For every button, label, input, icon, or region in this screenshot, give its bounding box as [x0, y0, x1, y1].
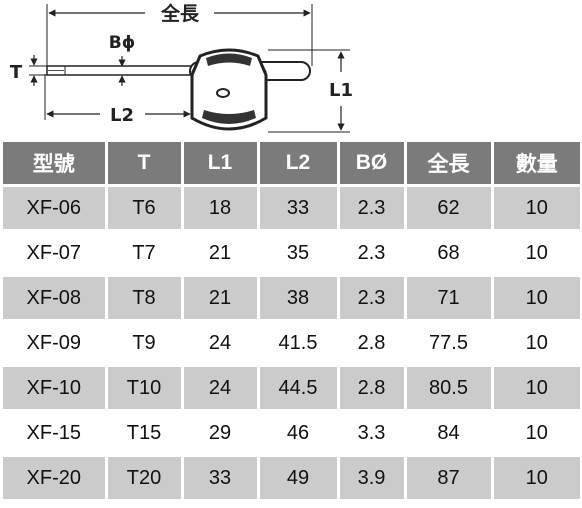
- table-header-row: 型號 T L1 L2 BØ 全長 數量: [3, 142, 580, 187]
- cell-l1: 18: [182, 185, 260, 232]
- table-row: XF-15 T15 29 46 3.3 84 10: [3, 410, 580, 457]
- cell-l1: 21: [182, 230, 260, 277]
- cell-quantity: 10: [492, 185, 580, 232]
- tip-label: T: [10, 62, 23, 83]
- cell-tip: T9: [106, 320, 184, 367]
- table-row: XF-08 T8 21 38 2.3 71 10: [3, 275, 580, 322]
- cell-quantity: 10: [492, 365, 580, 412]
- cell-tip: T6: [106, 185, 184, 232]
- cell-diameter: 2.3: [338, 185, 407, 232]
- screwdriver-handle: [189, 48, 311, 131]
- overall-length-label: 全長: [160, 2, 200, 25]
- cell-quantity: 10: [492, 230, 580, 277]
- table-row: XF-06 T6 18 33 2.3 62 10: [3, 185, 580, 232]
- cell-diameter: 2.8: [338, 365, 407, 412]
- cell-overall-length: 80.5: [405, 365, 494, 412]
- cell-tip: T15: [106, 410, 184, 457]
- cell-overall-length: 87: [405, 455, 494, 502]
- screwdriver-dimension-diagram: 全長 Bϕ T L2 L1: [10, 2, 353, 133]
- cell-diameter: 2.3: [338, 275, 407, 322]
- cell-model: XF-15: [3, 410, 108, 457]
- cell-l1: 33: [182, 455, 260, 502]
- cell-tip: T7: [106, 230, 184, 277]
- cell-model: XF-10: [3, 365, 108, 412]
- cell-quantity: 10: [492, 320, 580, 367]
- cell-quantity: 10: [492, 410, 580, 457]
- col-overall-length-header: 全長: [405, 142, 494, 187]
- cell-diameter: 3.3: [338, 410, 407, 457]
- table-row: XF-10 T10 24 44.5 2.8 80.5 10: [3, 365, 580, 412]
- col-tip-header: T: [106, 142, 184, 187]
- cell-l2: 35: [258, 230, 340, 277]
- screwdriver-shaft: [46, 65, 193, 76]
- cell-overall-length: 68: [405, 230, 494, 277]
- table-row: XF-09 T9 24 41.5 2.8 77.5 10: [3, 320, 580, 367]
- cell-model: XF-20: [3, 455, 108, 502]
- cell-overall-length: 62: [405, 185, 494, 232]
- cell-overall-length: 77.5: [405, 320, 494, 367]
- cell-model: XF-06: [3, 185, 108, 232]
- cell-diameter: 2.3: [338, 230, 407, 277]
- cell-l1: 21: [182, 275, 260, 322]
- col-quantity-header: 數量: [492, 142, 580, 187]
- cell-l1: 24: [182, 365, 260, 412]
- cell-l2: 38: [258, 275, 340, 322]
- cell-tip: T20: [106, 455, 184, 502]
- cell-diameter: 2.8: [338, 320, 407, 367]
- cell-l2: 46: [258, 410, 340, 457]
- cell-diameter: 3.9: [338, 455, 407, 502]
- cell-quantity: 10: [492, 275, 580, 322]
- shaft-length-label: L2: [110, 105, 134, 126]
- cell-l2: 44.5: [258, 365, 340, 412]
- table-row: XF-07 T7 21 35 2.3 68 10: [3, 230, 580, 277]
- cell-l2: 33: [258, 185, 340, 232]
- cell-model: XF-09: [3, 320, 108, 367]
- cell-l2: 49: [258, 455, 340, 502]
- col-l2-header: L2: [258, 142, 340, 187]
- cell-model: XF-08: [3, 275, 108, 322]
- col-diameter-header: BØ: [338, 142, 407, 187]
- cell-tip: T8: [106, 275, 184, 322]
- cell-l1: 29: [182, 410, 260, 457]
- spec-table: 型號 T L1 L2 BØ 全長 數量 XF-06 T6 18 33 2.3 6…: [3, 142, 580, 502]
- shaft-diameter-label: Bϕ: [109, 33, 136, 53]
- cell-l2: 41.5: [258, 320, 340, 367]
- cell-overall-length: 71: [405, 275, 494, 322]
- cell-model: XF-07: [3, 230, 108, 277]
- col-l1-header: L1: [182, 142, 260, 187]
- table-row: XF-20 T20 33 49 3.9 87 10: [3, 455, 580, 502]
- cell-quantity: 10: [492, 455, 580, 502]
- cell-tip: T10: [106, 365, 184, 412]
- handle-length-label: L1: [329, 80, 353, 101]
- col-model-header: 型號: [3, 142, 108, 187]
- cell-overall-length: 84: [405, 410, 494, 457]
- cell-l1: 24: [182, 320, 260, 367]
